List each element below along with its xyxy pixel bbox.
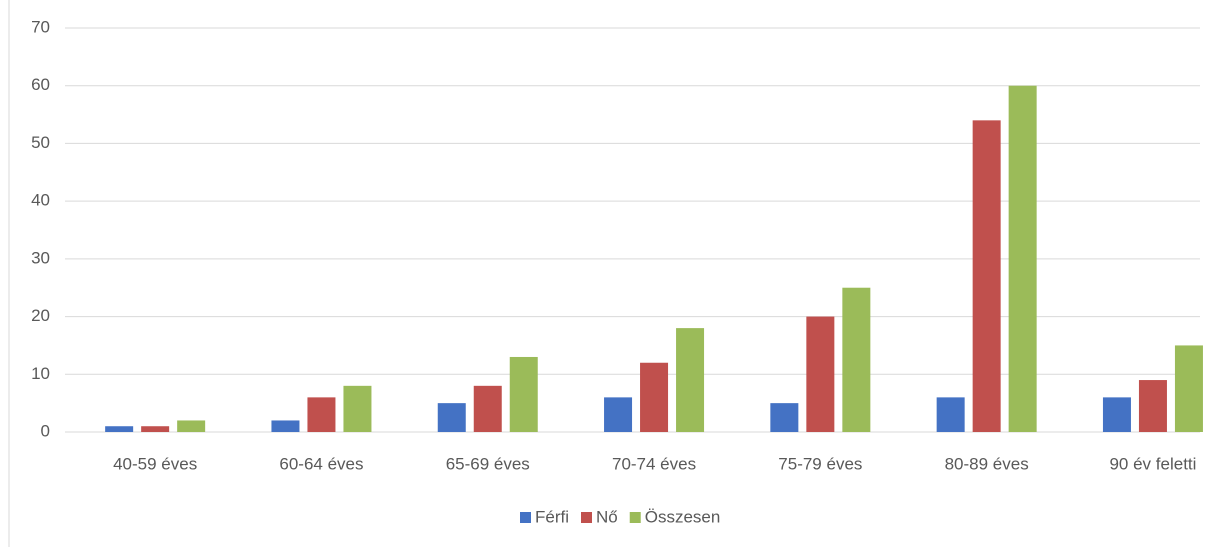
legend-swatch [629,512,641,523]
y-tick-label: 70 [31,17,50,36]
y-tick-label: 60 [31,75,50,94]
bar [972,120,1001,432]
legend-label: Férfi [535,507,569,526]
y-tick-label: 10 [31,364,50,383]
y-tick-label: 40 [31,191,50,210]
legend-swatch [520,512,531,523]
bar [936,397,965,432]
legend-swatch [581,512,592,523]
bar [141,426,170,432]
bar [1174,345,1203,432]
bar [105,426,134,432]
bar [343,385,372,432]
bar [1102,397,1131,432]
x-tick-label: 90 év feletti [1109,454,1196,473]
bar [640,362,669,432]
x-tick-label: 60-64 éves [279,454,363,473]
x-tick-label: 70-74 éves [612,454,696,473]
legend-label: Összesen [645,507,721,526]
bar [271,420,300,432]
bar [842,287,871,432]
y-tick-label: 0 [41,421,50,440]
bar [307,397,336,432]
bar [770,403,799,432]
y-tick-label: 50 [31,133,50,152]
bar [509,356,538,432]
bar [473,385,502,432]
y-tick-label: 20 [31,306,50,325]
legend-label: Nő [596,507,618,526]
bar [1138,380,1167,432]
x-tick-label: 80-89 éves [945,454,1029,473]
bar [1008,85,1037,432]
bar [177,420,206,432]
bar [604,397,633,432]
bar [806,316,835,432]
x-tick-label: 75-79 éves [778,454,862,473]
bar [437,403,466,432]
x-tick-label: 40-59 éves [113,454,197,473]
x-tick-label: 65-69 éves [446,454,530,473]
y-tick-label: 30 [31,248,50,267]
bar [676,328,705,432]
